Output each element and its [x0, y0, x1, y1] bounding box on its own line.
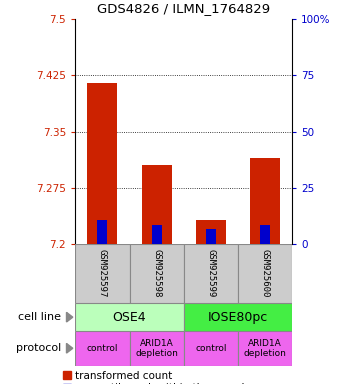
Bar: [88, 83, 117, 244]
Text: ARID1A
depletion: ARID1A depletion: [244, 339, 287, 358]
Text: protocol: protocol: [16, 343, 61, 353]
Bar: [206, 229, 216, 244]
Text: control: control: [87, 344, 118, 353]
Bar: [184, 244, 238, 303]
Text: GSM925599: GSM925599: [206, 250, 215, 298]
Bar: [142, 165, 172, 244]
Bar: [152, 225, 161, 244]
Bar: [184, 303, 292, 331]
Text: cell line: cell line: [18, 312, 61, 322]
Text: GSM925598: GSM925598: [152, 250, 161, 298]
Bar: [250, 158, 280, 244]
Bar: [260, 225, 270, 244]
Text: OSE4: OSE4: [113, 311, 146, 324]
Title: GDS4826 / ILMN_1764829: GDS4826 / ILMN_1764829: [97, 2, 270, 15]
Text: control: control: [195, 344, 227, 353]
Bar: [75, 331, 130, 366]
Legend: transformed count, percentile rank within the sample: transformed count, percentile rank withi…: [63, 371, 251, 384]
Bar: [184, 331, 238, 366]
Text: GSM925600: GSM925600: [261, 250, 270, 298]
Bar: [75, 303, 184, 331]
Bar: [238, 331, 292, 366]
Text: GSM925597: GSM925597: [98, 250, 107, 298]
Text: IOSE80pc: IOSE80pc: [208, 311, 268, 324]
Text: ARID1A
depletion: ARID1A depletion: [135, 339, 178, 358]
Bar: [130, 244, 184, 303]
Bar: [98, 220, 107, 244]
Bar: [75, 244, 130, 303]
Bar: [196, 220, 226, 244]
Bar: [238, 244, 292, 303]
Bar: [130, 331, 184, 366]
